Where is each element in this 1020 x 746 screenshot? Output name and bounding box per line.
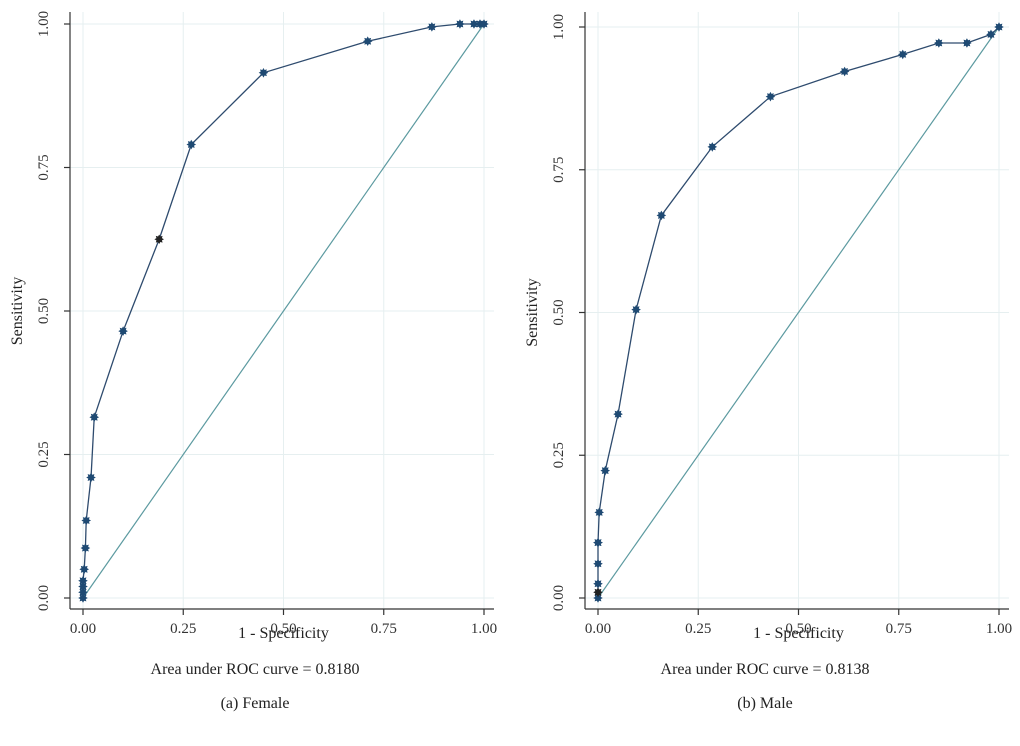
y-tick-label-0: 0.00 [551,585,567,611]
auc-label-female: Area under ROC curve = 0.8180 [150,661,360,678]
roc-point-2 [78,581,88,592]
subfigure-caption-female: (a) Female [220,695,290,712]
roc-point-9 [631,304,641,315]
roc-point-18 [479,19,489,29]
roc-point-13 [839,66,850,77]
subfigure-caption-male: (b) Male [737,695,793,712]
roc-point-12 [765,91,776,102]
y-tick-label-1: 0.25 [36,441,52,467]
y-tick-label-0: 0.00 [36,585,52,611]
roc-point-18 [994,22,1004,32]
y-tick-label-3: 0.75 [36,154,52,180]
roc-point-11 [186,139,197,150]
reference-line [82,23,485,599]
roc-point-3 [78,575,88,586]
roc-point-7 [600,465,611,476]
roc-panel-female: 0.00 0.00 0.25 0.25 0.50 0.50 0.75 0.75 1.00 1.00… [9,11,497,712]
roc-point-12 [258,67,269,78]
x-tick-label-3: 0.75 [371,621,397,637]
roc-point-4 [79,564,89,575]
roc-chart-male: 0.00 0.00 0.25 0.25 0.50 0.50 0.75 0.75 1.00 1.00… [524,12,1012,642]
auc-label-male: Area under ROC curve = 0.8138 [660,661,870,678]
x-tick-label-2: 0.50 [785,621,811,637]
x-axis-title: 1 - Specificity [753,625,844,642]
roc-chart-female: 0.00 0.00 0.25 0.25 0.50 0.50 0.75 0.75 1.00 1.00… [9,11,497,642]
roc-point-13 [362,36,373,47]
roc-point-9 [118,326,128,336]
x-tick-label-3: 0.75 [886,621,912,637]
roc-point-15 [455,19,465,29]
roc-point-6 [594,507,604,518]
x-tick-label-1: 0.25 [685,621,711,637]
roc-point-11 [707,142,718,152]
y-tick-label-4: 1.00 [551,14,567,40]
roc-point-1 [593,587,603,598]
roc-point-16 [469,19,479,29]
roc-point-6 [81,515,92,526]
roc-point-0 [78,593,88,603]
roc-point-8 [613,409,623,419]
roc-point-5 [80,543,91,553]
roc-point-0 [593,593,603,603]
roc-point-3 [593,558,603,569]
roc-point-5 [593,537,603,548]
reference-line [597,26,1000,599]
roc-point-14 [897,49,908,60]
x-tick-label-4: 1.00 [471,621,497,637]
x-tick-label-1: 0.25 [170,621,196,637]
roc-point-1 [78,587,88,598]
roc-point-16 [962,38,972,48]
x-tick-label-2: 0.50 [270,621,296,637]
y-tick-label-3: 0.75 [551,157,567,183]
y-tick-label-1: 0.25 [551,442,567,468]
roc-panel-male: 0.00 0.00 0.25 0.25 0.50 0.50 0.75 0.75 1.00 1.00… [510,0,1020,746]
roc-point-7 [86,472,96,483]
roc-point-10 [154,234,164,245]
roc-point-15 [934,38,944,48]
x-tick-label-4: 1.00 [986,621,1012,637]
y-axis-title: Sensitivity [9,277,26,345]
y-tick-label-2: 0.50 [551,299,567,325]
y-tick-label-4: 1.00 [36,11,52,37]
x-tick-label-0: 0.00 [70,621,96,637]
roc-point-14 [427,22,437,32]
y-axis-title: Sensitivity [524,278,541,346]
roc-point-10 [656,210,667,221]
x-tick-label-0: 0.00 [585,621,611,637]
roc-point-8 [89,412,100,422]
roc-point-2 [593,578,603,589]
y-tick-label-2: 0.50 [36,298,52,324]
x-axis-title: 1 - Specificity [238,625,329,642]
roc-point-17 [986,29,996,40]
